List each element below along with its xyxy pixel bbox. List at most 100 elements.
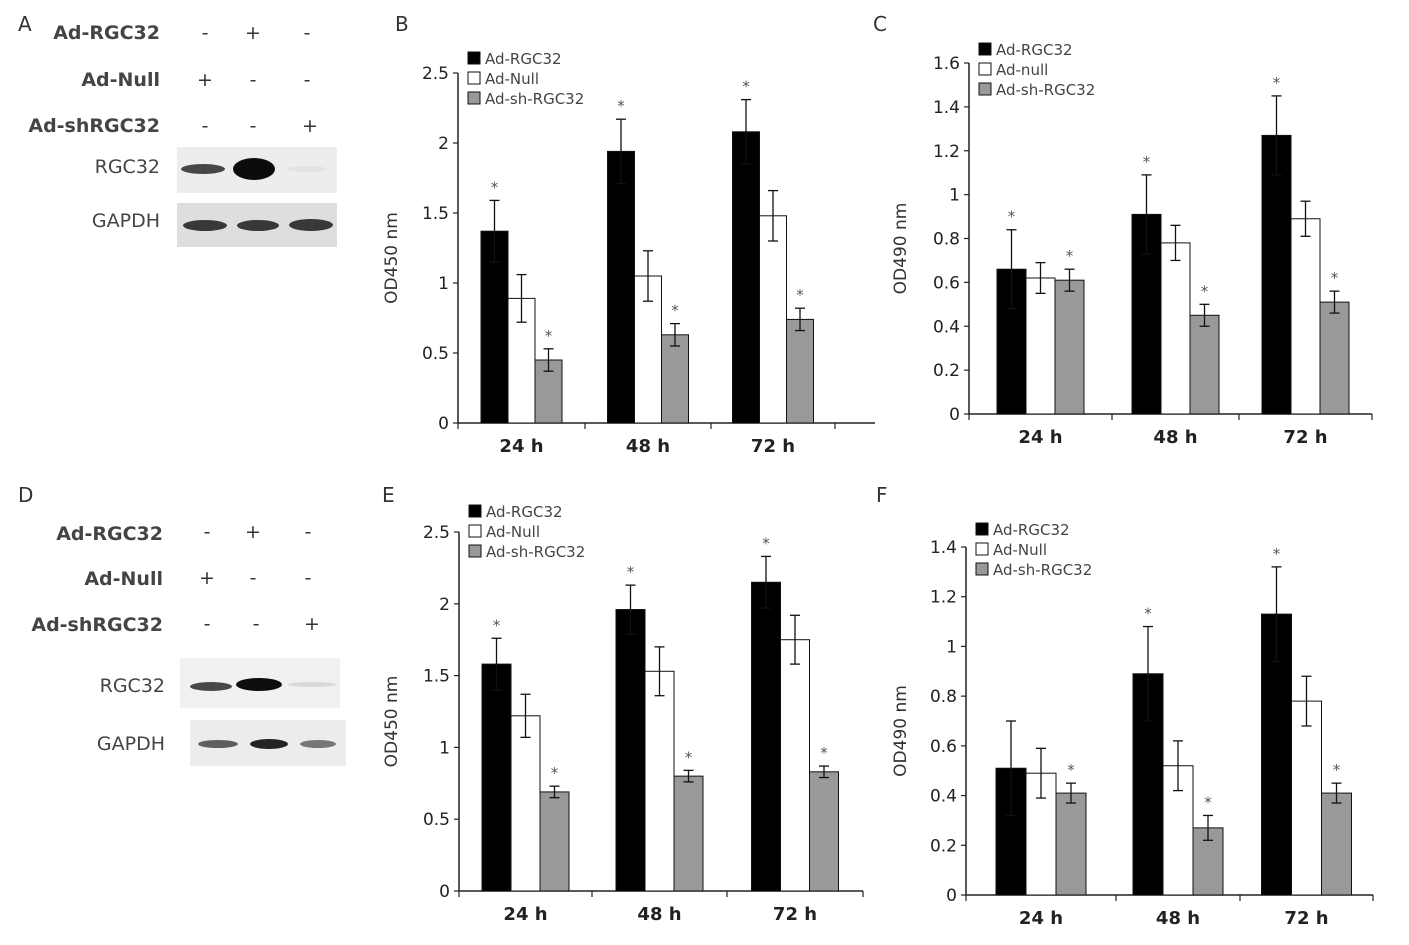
significance-star: * bbox=[545, 327, 553, 345]
legend-label: Ad-RGC32 bbox=[486, 503, 563, 521]
bar bbox=[1261, 134, 1292, 415]
significance-star: * bbox=[1201, 282, 1209, 300]
significance-star: * bbox=[1204, 793, 1212, 811]
band-label-gapdh: GAPDH bbox=[96, 733, 165, 755]
y-tick-label: 0.6 bbox=[930, 737, 957, 757]
bar bbox=[1291, 700, 1322, 896]
band bbox=[288, 682, 336, 687]
blot-strip-gapdh bbox=[190, 720, 346, 766]
y-tick-label: 0.2 bbox=[930, 836, 957, 856]
legend-label: Ad-sh-RGC32 bbox=[486, 543, 585, 561]
significance-star: * bbox=[820, 744, 828, 762]
panel-letter-b: B bbox=[395, 12, 409, 36]
y-tick-label: 0.8 bbox=[930, 687, 957, 707]
y-tick-label: 0.5 bbox=[423, 810, 450, 830]
band bbox=[236, 678, 282, 691]
band bbox=[250, 739, 288, 749]
x-tick-label: 72 h bbox=[1284, 908, 1328, 929]
panel-letter-a: A bbox=[18, 12, 32, 36]
blot-sign: - bbox=[304, 521, 312, 543]
y-tick-label: 1.2 bbox=[930, 588, 957, 608]
significance-star: * bbox=[1066, 247, 1074, 265]
bar bbox=[1055, 792, 1087, 896]
blot-sign: - bbox=[201, 22, 209, 44]
band-label-rgc32: RGC32 bbox=[99, 675, 165, 697]
blot-sign: - bbox=[249, 567, 257, 589]
bar bbox=[786, 318, 814, 424]
legend-swatch bbox=[468, 524, 482, 538]
band bbox=[198, 740, 238, 748]
legend-label: Ad-Null bbox=[485, 70, 539, 88]
panel-letter-e: E bbox=[382, 483, 395, 507]
y-tick-label: 2.5 bbox=[422, 64, 449, 84]
legend-label: Ad-RGC32 bbox=[993, 521, 1070, 539]
bar bbox=[480, 230, 509, 424]
bar bbox=[661, 334, 689, 424]
significance-star: * bbox=[671, 302, 679, 320]
y-tick-label: 1 bbox=[438, 274, 449, 294]
blot-sign: - bbox=[252, 613, 260, 635]
significance-star: * bbox=[762, 534, 770, 552]
y-tick-label: 1.5 bbox=[423, 667, 450, 687]
bar bbox=[1054, 279, 1085, 415]
chart-b: 0 0.5 1 1.5 2 2.5 OD450 nm * * 24 h * * 48 h * * 72 h Ad… bbox=[382, 50, 875, 457]
significance-star: * bbox=[627, 563, 635, 581]
blot-row-label: Ad-shRGC32 bbox=[31, 614, 163, 636]
y-axis-label: OD490 nm bbox=[891, 203, 911, 295]
legend-swatch bbox=[467, 71, 481, 85]
bar bbox=[644, 670, 675, 892]
y-tick-label: 0.4 bbox=[930, 787, 957, 807]
bar bbox=[1321, 792, 1352, 896]
legend-label: Ad-RGC32 bbox=[485, 50, 562, 68]
significance-star: * bbox=[493, 616, 501, 634]
chart-f: 0 0.2 0.4 0.6 0.8 1 1.2 1.4 OD490 nm * 24 h * * 48 h *… bbox=[891, 521, 1374, 929]
bar bbox=[510, 715, 541, 892]
band bbox=[300, 740, 336, 748]
y-tick-label: 0.2 bbox=[933, 361, 960, 381]
y-tick-label: 2 bbox=[439, 595, 450, 615]
bar bbox=[1290, 218, 1321, 415]
blot-strip-rgc32 bbox=[177, 147, 337, 193]
y-tick-label: 0 bbox=[439, 882, 450, 902]
band bbox=[183, 220, 227, 231]
bar bbox=[673, 775, 704, 892]
western-blot-d: Ad-RGC32 - + - Ad-Null + - - Ad-shRGC32 … bbox=[0, 495, 360, 766]
y-axis-label: OD450 nm bbox=[382, 212, 402, 304]
bar bbox=[759, 215, 787, 424]
panel-letter-c: C bbox=[873, 12, 887, 36]
y-axis-label: OD490 nm bbox=[891, 685, 911, 777]
y-tick-label: 0 bbox=[946, 886, 957, 906]
legend-label: Ad-Null bbox=[486, 523, 540, 541]
significance-star: * bbox=[1008, 208, 1016, 226]
blot-sign: - bbox=[303, 22, 311, 44]
bar bbox=[780, 639, 810, 892]
panel-letter-f: F bbox=[876, 483, 888, 507]
blot-row-label: Ad-RGC32 bbox=[53, 22, 160, 44]
blot-sign: - bbox=[203, 521, 211, 543]
legend-swatch bbox=[975, 542, 989, 556]
x-tick-label: 24 h bbox=[503, 904, 547, 925]
legend-label: Ad-sh-RGC32 bbox=[485, 90, 584, 108]
blot-row-label: Ad-shRGC32 bbox=[28, 115, 160, 137]
legend-swatch bbox=[978, 42, 992, 56]
bar bbox=[481, 663, 512, 892]
significance-star: * bbox=[1143, 153, 1151, 171]
y-tick-label: 1.6 bbox=[933, 54, 960, 74]
y-tick-label: 0.4 bbox=[933, 317, 960, 337]
y-tick-label: 1.2 bbox=[933, 142, 960, 162]
blot-sign: - bbox=[303, 69, 311, 91]
band bbox=[233, 158, 275, 180]
significance-star: * bbox=[1273, 74, 1281, 92]
legend-label: Ad-sh-RGC32 bbox=[993, 561, 1092, 579]
legend-label: Ad-RGC32 bbox=[996, 41, 1073, 59]
blot-sign: - bbox=[304, 567, 312, 589]
blot-sign: - bbox=[249, 115, 257, 137]
significance-star: * bbox=[1067, 761, 1075, 779]
band bbox=[287, 166, 327, 172]
y-tick-label: 0.5 bbox=[422, 344, 449, 364]
western-blot-a: Ad-RGC32 - + - Ad-Null + - - Ad-shRGC32 … bbox=[0, 0, 360, 260]
blot-strip-rgc32 bbox=[180, 658, 340, 708]
y-tick-label: 1 bbox=[949, 186, 960, 206]
x-tick-label: 24 h bbox=[1019, 908, 1063, 929]
significance-star: * bbox=[742, 78, 750, 96]
